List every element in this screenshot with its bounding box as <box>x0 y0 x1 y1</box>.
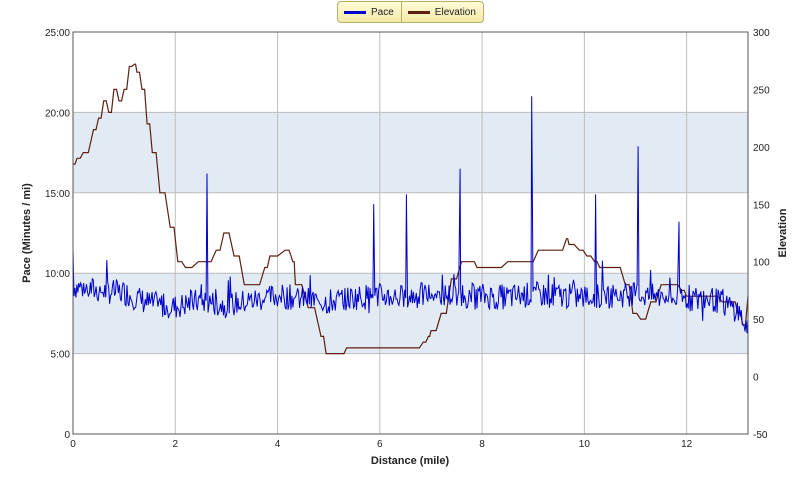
y-right-tick-label: 0 <box>753 373 759 384</box>
shaded-band-0 <box>73 273 748 354</box>
x-tick-label: 2 <box>172 439 178 450</box>
y-left-tick-label: 15:00 <box>45 189 70 200</box>
x-tick-label: 10 <box>579 439 591 450</box>
x-tick-label: 8 <box>479 439 485 450</box>
x-axis-title: Distance (mile) <box>371 455 450 467</box>
plot-frame <box>72 31 749 435</box>
pace-series <box>72 96 749 334</box>
x-tick-label: 6 <box>377 439 383 450</box>
y-left-tick-label: 10:00 <box>45 269 70 280</box>
elevation-line <box>73 63 749 355</box>
elevation-swatch-icon <box>407 10 430 14</box>
shaded-band-1 <box>73 112 748 193</box>
x-axis-ticks: 0 2 4 6 8 10 12 <box>70 439 692 450</box>
y-left-tick-label: 25:00 <box>45 28 70 39</box>
y-left-tick-label: 0 <box>64 430 70 441</box>
x-tick-label: 12 <box>681 439 693 450</box>
x-tick-label: 4 <box>275 439 281 450</box>
legend-item-elevation[interactable]: Elevation <box>400 2 483 22</box>
y-right-tick-label: 50 <box>753 315 765 326</box>
y-left-tick-label: 20:00 <box>45 108 70 119</box>
plot-background <box>73 32 748 434</box>
y-right-tick-label: -50 <box>753 430 768 441</box>
y-left-axis-ticks: 0 5:00 10:00 15:00 20:00 25:00 <box>45 28 70 441</box>
elevation-series <box>73 63 749 355</box>
y-right-tick-label: 200 <box>753 143 770 154</box>
y-right-tick-label: 100 <box>753 258 770 269</box>
y-left-axis-title: Pace (Minutes / mi) <box>21 183 33 283</box>
x-tick-label: 0 <box>70 439 76 450</box>
pace-swatch-icon <box>344 10 366 14</box>
legend: Pace Elevation <box>337 1 484 23</box>
y-left-tick-label: 5:00 <box>51 350 71 361</box>
legend-label-pace: Pace <box>371 6 394 18</box>
y-right-tick-label: 150 <box>753 200 770 211</box>
y-right-axis-title: Elevation <box>777 208 789 257</box>
pace-line <box>72 96 749 334</box>
y-right-axis-ticks: -50 0 50 100 150 200 250 300 <box>753 28 770 441</box>
y-right-tick-label: 250 <box>753 85 770 96</box>
legend-item-pace[interactable]: Pace <box>338 2 401 22</box>
y-right-tick-label: 300 <box>753 28 770 39</box>
legend-label-elevation: Elevation <box>434 6 476 18</box>
